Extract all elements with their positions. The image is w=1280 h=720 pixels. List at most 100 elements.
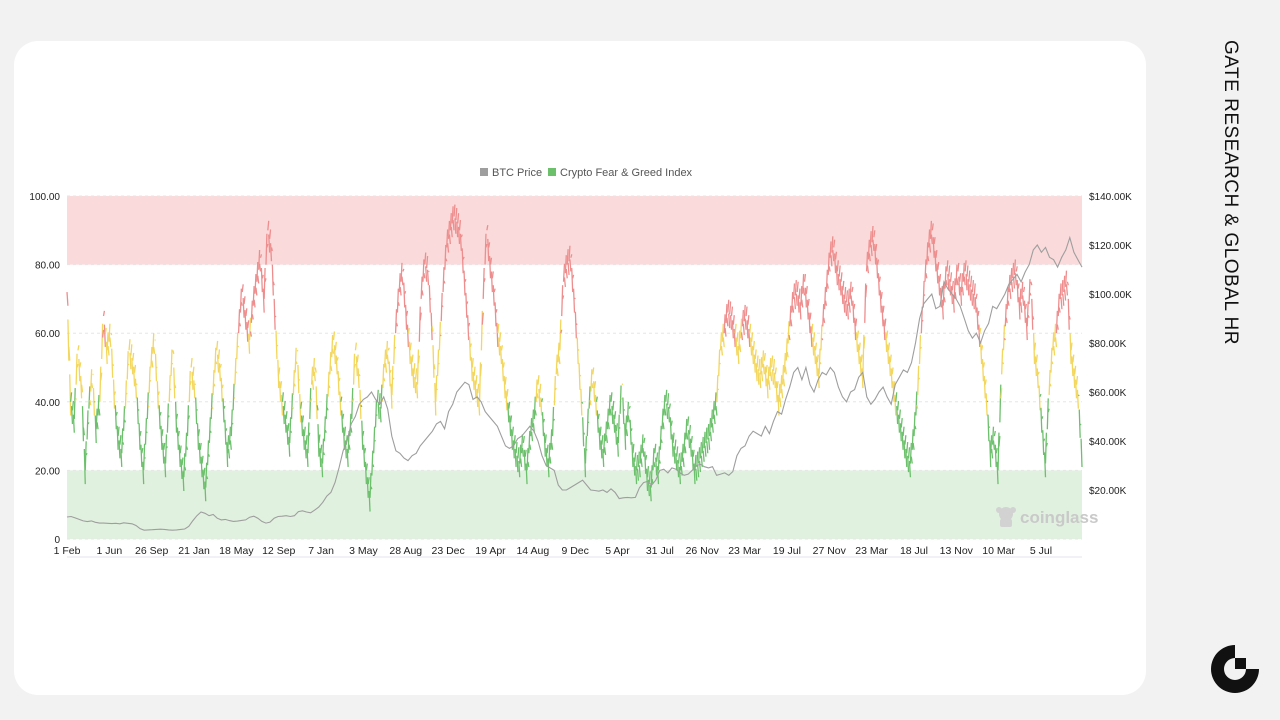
fear-greed-segment xyxy=(932,237,935,258)
fear-greed-segment xyxy=(490,271,494,293)
fear-greed-segment xyxy=(1024,303,1027,310)
fear-greed-segment xyxy=(576,337,579,365)
fear-greed-segment xyxy=(156,381,159,409)
fear-greed-segment xyxy=(204,481,207,502)
fear-greed-segment xyxy=(425,255,429,269)
fear-greed-segment xyxy=(351,388,354,419)
fear-greed-segment xyxy=(591,382,594,389)
fear-greed-segment xyxy=(354,342,357,351)
fear-greed-segment xyxy=(293,383,296,387)
x-tick-label: 10 Mar xyxy=(982,545,1015,557)
fear-greed-segment xyxy=(865,251,869,272)
fear-greed-segment xyxy=(715,406,718,416)
fear-greed-segment xyxy=(458,219,462,231)
fear-greed-segment xyxy=(816,354,819,363)
fear-greed-segment xyxy=(657,446,661,471)
fear-greed-segment xyxy=(86,410,89,440)
fear-greed-segment xyxy=(196,409,198,411)
fear-greed-segment xyxy=(691,449,694,471)
fear-greed-segment xyxy=(310,366,314,385)
fear-greed-segment xyxy=(833,239,836,248)
fear-greed-segment xyxy=(631,442,634,467)
fear-greed-segment xyxy=(755,363,758,382)
x-tick-label: 31 Jul xyxy=(646,545,674,557)
fear-greed-segment xyxy=(971,279,975,293)
fear-greed-segment xyxy=(503,376,506,399)
fear-greed-segment xyxy=(642,448,645,457)
fear-greed-segment xyxy=(964,260,967,272)
fear-greed-segment xyxy=(551,442,554,450)
fear-greed-segment xyxy=(202,469,205,490)
fear-greed-segment xyxy=(565,268,568,279)
fear-greed-segment xyxy=(659,425,662,450)
fear-greed-segment xyxy=(290,430,293,433)
fear-greed-segment xyxy=(639,444,642,464)
fear-greed-segment xyxy=(236,332,239,359)
fear-greed-segment xyxy=(243,296,246,305)
fear-greed-segment xyxy=(934,250,937,272)
fear-greed-segment xyxy=(858,342,861,351)
fear-greed-segment xyxy=(520,458,523,468)
fear-greed-segment xyxy=(497,323,500,334)
fear-greed-segment xyxy=(840,272,843,282)
fear-greed-segment xyxy=(106,332,109,351)
fear-greed-segment xyxy=(1043,438,1046,442)
fear-greed-segment xyxy=(641,434,644,454)
fear-greed-segment xyxy=(1074,365,1077,375)
fear-greed-segment xyxy=(214,347,217,373)
series-layer xyxy=(66,204,1083,531)
fear-greed-segment xyxy=(274,315,277,318)
fear-greed-segment xyxy=(418,306,421,342)
fear-greed-segment xyxy=(898,409,902,420)
fear-greed-segment xyxy=(1007,300,1010,306)
fear-greed-segment xyxy=(502,362,505,368)
fear-greed-segment xyxy=(766,378,769,399)
fear-greed-segment xyxy=(281,392,284,402)
fear-greed-segment xyxy=(151,360,154,368)
fear-greed-segment xyxy=(1068,315,1071,320)
fear-greed-segment xyxy=(120,448,123,468)
fear-greed-segment xyxy=(927,255,930,262)
fear-greed-segment xyxy=(649,484,652,502)
fear-greed-segment xyxy=(383,377,386,382)
fear-greed-segment xyxy=(663,394,666,416)
fear-greed-segment xyxy=(237,345,240,348)
fear-greed-segment xyxy=(687,430,691,449)
fear-greed-segment xyxy=(132,352,135,361)
fear-greed-segment xyxy=(379,406,382,423)
fear-greed-segment xyxy=(435,375,438,402)
fear-greed-segment xyxy=(629,419,632,445)
fear-greed-segment xyxy=(697,447,701,464)
fear-greed-segment xyxy=(582,417,585,447)
fear-greed-segment xyxy=(1038,385,1041,411)
zone-extreme-fear xyxy=(67,470,1082,539)
fear-greed-segment xyxy=(621,383,624,386)
fear-greed-segment xyxy=(802,274,805,294)
fear-greed-segment xyxy=(962,262,965,282)
fear-greed-segment xyxy=(419,312,422,321)
fear-greed-segment xyxy=(360,404,363,408)
fear-greed-segment xyxy=(111,348,114,378)
fear-greed-segment xyxy=(333,345,337,365)
fear-greed-segment xyxy=(308,432,311,437)
fear-greed-segment xyxy=(972,293,975,310)
fear-greed-segment xyxy=(617,414,620,443)
fear-greed-segment xyxy=(784,366,787,375)
fear-greed-segment xyxy=(714,392,717,411)
fear-greed-segment xyxy=(907,455,910,473)
gridlines xyxy=(67,195,1082,558)
x-tick-label: 18 May xyxy=(219,545,254,557)
fear-greed-segment xyxy=(241,284,244,293)
fear-greed-segment xyxy=(270,247,274,252)
fear-greed-segment xyxy=(260,268,263,293)
fear-greed-segment xyxy=(969,275,973,287)
fear-greed-segment xyxy=(441,305,444,308)
fear-greed-segment xyxy=(965,273,968,291)
fear-greed-segment xyxy=(656,452,659,462)
fear-greed-segment xyxy=(596,410,599,433)
fear-greed-segment xyxy=(432,345,435,378)
fear-greed-segment xyxy=(517,447,520,459)
fear-greed-segment xyxy=(294,347,297,373)
fear-greed-segment xyxy=(999,384,1002,423)
fear-greed-segment xyxy=(171,362,174,365)
